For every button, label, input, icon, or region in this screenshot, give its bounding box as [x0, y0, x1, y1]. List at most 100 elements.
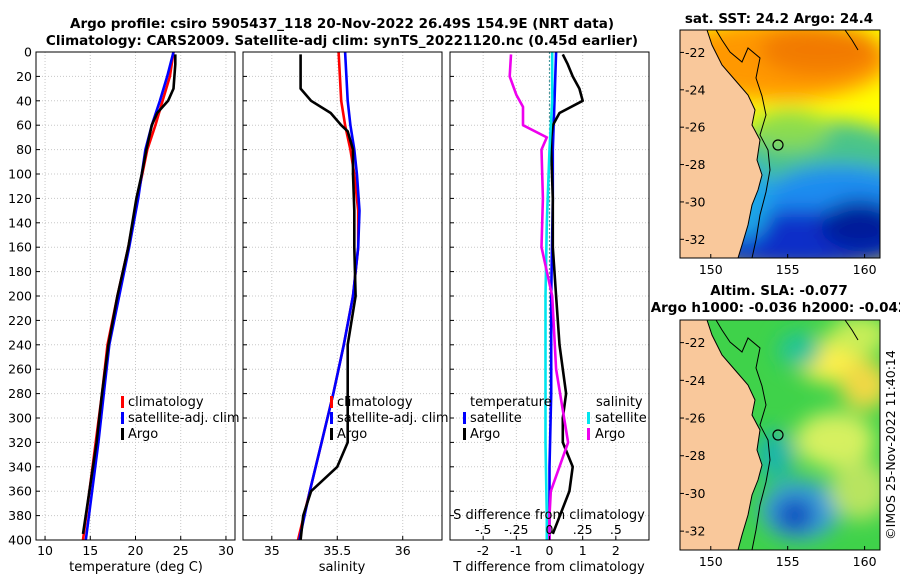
legend-climatology-swatch [330, 396, 333, 408]
x-tick-label: 15 [82, 543, 98, 558]
y-tick-label: 380 [8, 508, 32, 523]
y-tick-label: 400 [8, 533, 32, 548]
legend-climatology-label: climatology [337, 395, 413, 410]
map-x-tick-label: 155 [776, 262, 800, 277]
series-line-s-argo [508, 54, 570, 540]
map-y-tick-label: -26 [685, 120, 705, 135]
sla-map-title-line1: Altim. SLA: -0.077 [710, 283, 847, 299]
temperature-panel: 0 20 40 60 80 100 120 140 160 180 200 220 240 260 280 3… [8, 45, 239, 576]
legend-argo-label: Argo [337, 427, 367, 442]
sla-map-argo-marker [772, 429, 784, 441]
sst-map-isobath [715, 30, 771, 258]
temperature-xlabel: temperature (deg C) [69, 560, 203, 575]
sst-map-land [680, 30, 762, 258]
temperature-grid [36, 51, 235, 541]
y-tick-label: 300 [8, 411, 32, 426]
y-tick-label: 60 [16, 118, 32, 133]
map-y-tick-label: -22 [685, 45, 705, 60]
x-tick-label: 2 [612, 543, 620, 558]
x-tick-label: -1 [510, 543, 522, 558]
sst-map-argo-marker [772, 139, 784, 151]
map-x-tick-label: 150 [699, 554, 723, 569]
y-tick-label: 200 [8, 289, 32, 304]
difference-x2label: S difference from climatology [453, 508, 645, 523]
temperature-lines [81, 52, 177, 540]
map-x-tick-label: 160 [853, 262, 877, 277]
legend-s-argo-label: Argo [595, 427, 625, 442]
legend-argo-swatch [121, 428, 124, 440]
y-tick-label: 40 [16, 93, 32, 108]
map-y-tick-label: -28 [685, 157, 705, 172]
imos-watermark: ©IMOS 25-Nov-2022 11:40:14 [883, 350, 898, 540]
y-tick-label: 360 [8, 484, 32, 499]
y-tick-label: 240 [8, 337, 32, 352]
legend-argo-swatch [330, 428, 333, 440]
sst-map-ticks: 150 155 160 -22 -24 -26 -28 -30 -32 [680, 45, 877, 277]
sla-map-field [680, 320, 880, 550]
y-tick-label: 80 [16, 142, 32, 157]
x-tick-label: 30 [218, 543, 234, 558]
legend-climatology-label: climatology [128, 395, 204, 410]
legend-satellite-label: satellite-adj. clim [128, 411, 240, 426]
map-y-tick-label: -26 [685, 411, 705, 426]
x-tick-label: 1 [579, 543, 587, 558]
y-tick-label: 120 [8, 191, 32, 206]
s-tick-label: .25 [573, 522, 593, 537]
figure-title-line1: Argo profile: csiro 5905437_118 20-Nov-2… [70, 16, 614, 32]
legend-s-argo-swatch [587, 428, 590, 440]
x-tick-label: 35 [264, 543, 280, 558]
sla-map: Altim. SLA: -0.077 Argo h1000: -0.036 h2… [651, 283, 900, 569]
y-tick-label: 280 [8, 386, 32, 401]
map-x-tick-label: 155 [776, 554, 800, 569]
salinity-panel: 35 35.5 36 salinity climatology satellite-… [242, 51, 449, 575]
x-tick-label: 20 [128, 543, 144, 558]
sst-map: sat. SST: 24.2 Argo: 24.4 150 155 160 -22 -2… [679, 11, 881, 277]
series-line-satellite-adj-clim [298, 52, 361, 540]
difference-ticks: -2 -1 0 1 2 [450, 51, 620, 558]
y-tick-label: 220 [8, 313, 32, 328]
sla-map-coastline [706, 320, 763, 550]
salinity-xlabel: salinity [319, 560, 366, 575]
series-line-t-argo [549, 53, 585, 535]
difference-xlabel: T difference from climatology [452, 560, 645, 575]
sla-map-isobath [715, 320, 771, 550]
figure-title-line2: Climatology: CARS2009. Satellite-adj cli… [46, 33, 638, 49]
y-tick-label: 20 [16, 69, 32, 84]
map-y-tick-label: -24 [685, 82, 705, 97]
sst-map-title: sat. SST: 24.2 Argo: 24.4 [685, 11, 873, 27]
s-tick-label: .5 [610, 522, 622, 537]
sla-map-ticks: 150 155 160 -22 -24 -26 -28 -30 -32 [680, 335, 877, 569]
sst-map-field [680, 30, 880, 258]
y-tick-label: 320 [8, 435, 32, 450]
x-tick-label: -2 [477, 543, 489, 558]
salinity-lines [296, 52, 361, 540]
legend-satellite-swatch [121, 412, 124, 424]
y-tick-label: 180 [8, 264, 32, 279]
difference-s-ticks: -.5 -.25 0 .25 .5 [475, 522, 622, 537]
y-tick-label: 100 [8, 167, 32, 182]
s-tick-label: -.5 [475, 522, 491, 537]
map-x-tick-label: 160 [853, 554, 877, 569]
legend-climatology-swatch [121, 396, 124, 408]
series-line-argo [299, 54, 357, 540]
x-tick-label: 35.5 [323, 543, 351, 558]
legend-t-argo-label: Argo [470, 427, 500, 442]
series-line-s-satellite [544, 52, 554, 540]
x-tick-label: 25 [173, 543, 189, 558]
map-y-tick-label: -32 [685, 232, 705, 247]
difference-legend: temperature satellite Argo salinity sate… [463, 395, 647, 442]
y-tick-label: 340 [8, 459, 32, 474]
legend-temperature-title: temperature [470, 395, 552, 410]
legend-salinity-title: salinity [596, 395, 643, 410]
map-y-tick-label: -30 [685, 194, 705, 209]
difference-lines [508, 52, 585, 540]
map-y-tick-label: -28 [685, 448, 705, 463]
x-tick-label: 36 [395, 543, 411, 558]
s-tick-label: 0 [546, 522, 554, 537]
salinity-legend: climatology satellite-adj. clim Argo [330, 395, 449, 442]
difference-panel: -2 -1 0 1 2 T difference from climatology S … [449, 51, 650, 575]
legend-s-satellite-label: satellite [595, 411, 647, 426]
sst-map-coastline [706, 30, 763, 258]
legend-t-satellite-swatch [463, 412, 466, 424]
